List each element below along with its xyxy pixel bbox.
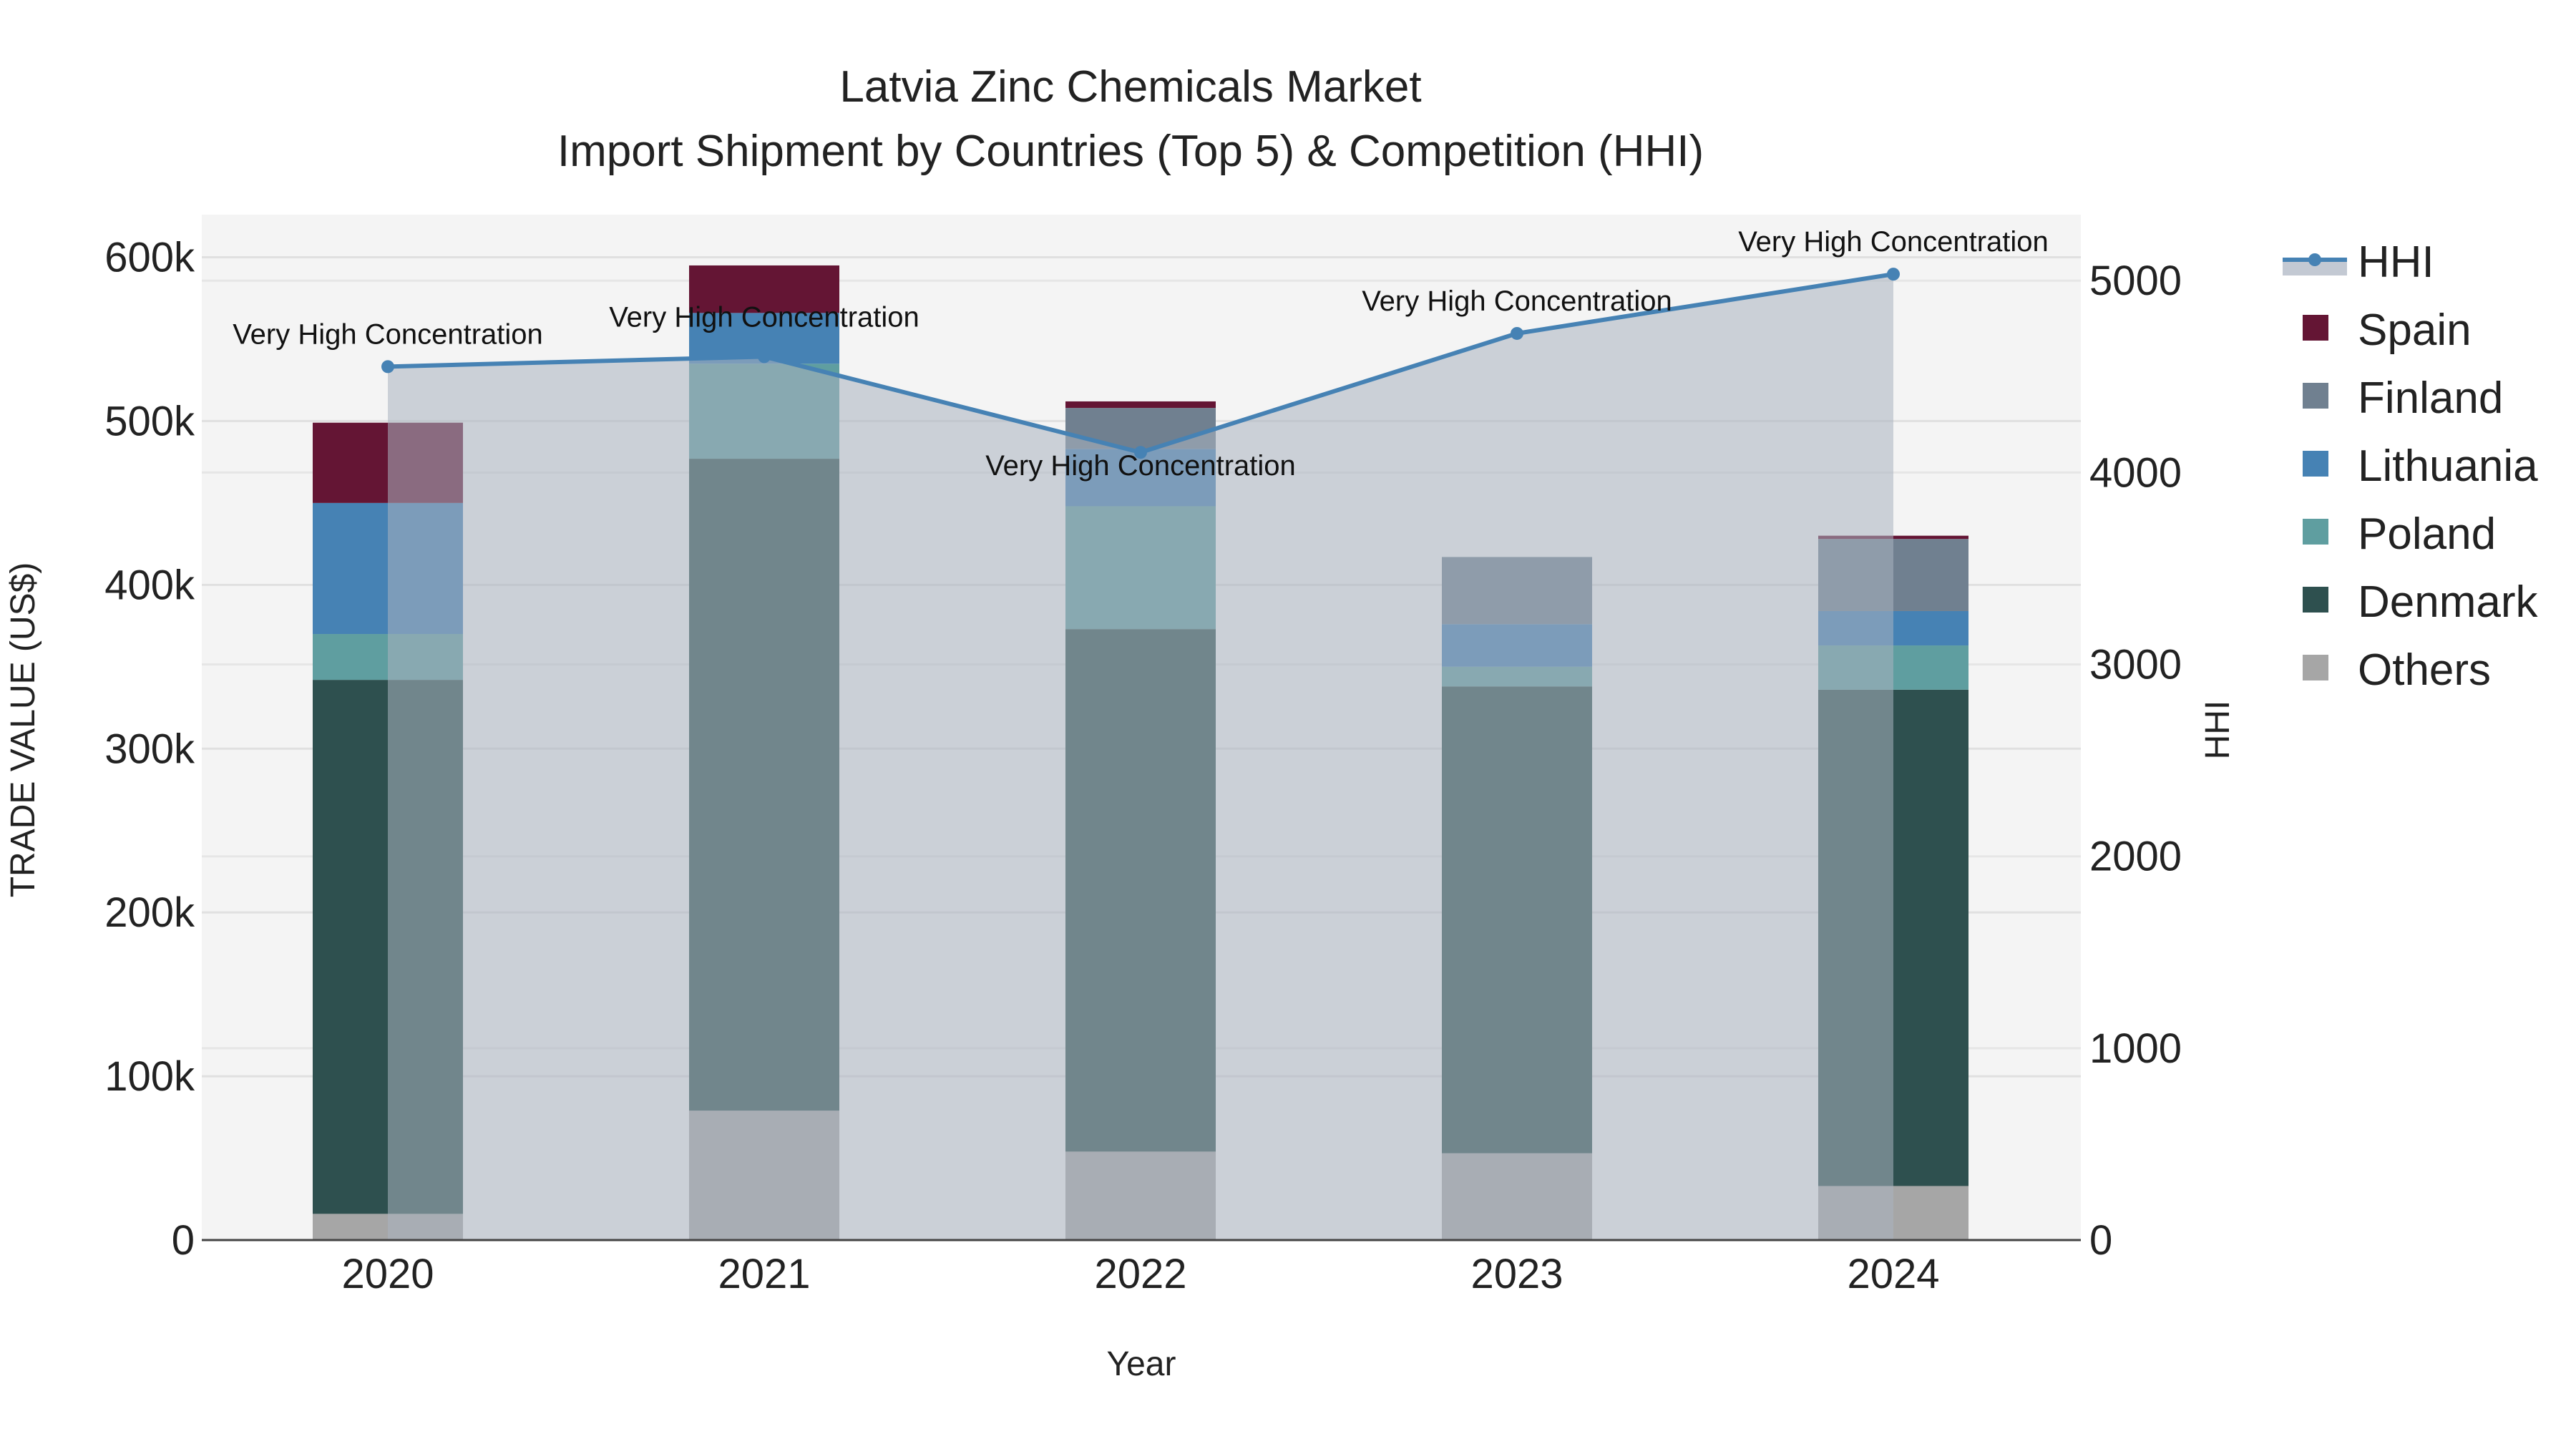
y-axis-title: TRADE VALUE (US$) bbox=[4, 562, 42, 898]
chart-title: Latvia Zinc Chemicals Market bbox=[839, 62, 1421, 112]
legend-hhi-area-swatch bbox=[2283, 260, 2347, 275]
legend-swatch-others bbox=[2303, 655, 2328, 680]
legend-label-hhi: HHI bbox=[2358, 238, 2434, 287]
hhi-point-2020 bbox=[381, 360, 394, 374]
x-axis-title: Year bbox=[1107, 1345, 1176, 1383]
y2-tick-label: 2000 bbox=[2089, 834, 2182, 880]
y-tick-label: 600k bbox=[104, 235, 195, 281]
chart-subtitle: Import Shipment by Countries (Top 5) & C… bbox=[557, 127, 1704, 176]
y2-tick-label: 4000 bbox=[2089, 449, 2182, 496]
y-tick-label: 200k bbox=[104, 889, 195, 936]
y-tick-label: 500k bbox=[104, 398, 195, 444]
legend-label-lithuania: Lithuania bbox=[2358, 441, 2538, 491]
legend-label-denmark: Denmark bbox=[2358, 577, 2539, 627]
x-tick-label: 2020 bbox=[341, 1251, 434, 1297]
legend-label-others: Others bbox=[2358, 645, 2491, 695]
y-tick-label: 300k bbox=[104, 726, 195, 772]
y2-tick-label: 3000 bbox=[2089, 642, 2182, 688]
y-tick-label: 400k bbox=[104, 562, 195, 608]
y2-axis-title: HHI bbox=[2199, 701, 2237, 760]
bar-spain-2022 bbox=[1065, 401, 1216, 409]
y2-tick-label: 0 bbox=[2089, 1217, 2112, 1264]
x-tick-label: 2024 bbox=[1847, 1251, 1939, 1297]
legend: HHI Spain Finland Lithuania Poland Denmark Oth… bbox=[2283, 238, 2539, 695]
x-tick-label: 2022 bbox=[1094, 1251, 1186, 1297]
bar-spain-2021 bbox=[689, 265, 839, 313]
y2-tick-label: 1000 bbox=[2089, 1025, 2182, 1072]
y-tick-label: 100k bbox=[104, 1053, 195, 1100]
legend-swatch-lithuania bbox=[2303, 451, 2328, 477]
legend-label-spain: Spain bbox=[2358, 306, 2472, 355]
y2-tick-label: 5000 bbox=[2089, 258, 2182, 304]
legend-hhi-marker bbox=[2308, 253, 2321, 266]
hhi-point-2021 bbox=[758, 350, 771, 364]
hhi-point-2023 bbox=[1511, 326, 1523, 340]
legend-swatch-finland bbox=[2303, 383, 2328, 409]
x-tick-label: 2021 bbox=[718, 1251, 810, 1297]
y-tick-label: 0 bbox=[172, 1217, 195, 1264]
hhi-annotation: Very High Concentration bbox=[985, 450, 1296, 482]
hhi-annotation: Very High Concentration bbox=[1738, 226, 2049, 258]
x-tick-label: 2023 bbox=[1470, 1251, 1563, 1297]
legend-label-finland: Finland bbox=[2358, 374, 2503, 423]
hhi-annotation: Very High Concentration bbox=[1362, 286, 1672, 317]
hhi-point-2024 bbox=[1887, 268, 1900, 281]
legend-swatch-poland bbox=[2303, 519, 2328, 545]
hhi-area bbox=[388, 274, 1893, 1241]
hhi-point-2022 bbox=[1134, 446, 1147, 459]
hhi-annotation: Very High Concentration bbox=[609, 301, 919, 333]
hhi-annotation: Very High Concentration bbox=[233, 318, 543, 350]
legend-swatch-spain bbox=[2303, 315, 2328, 341]
legend-label-poland: Poland bbox=[2358, 509, 2496, 559]
legend-swatch-denmark bbox=[2303, 587, 2328, 613]
